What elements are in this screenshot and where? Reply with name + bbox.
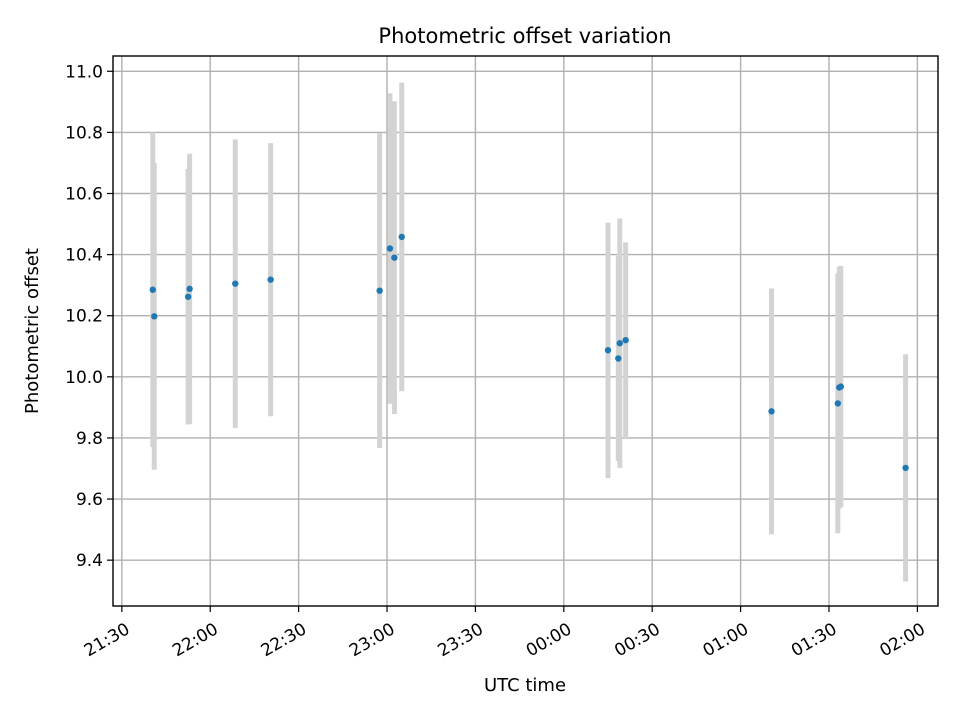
x-tick-label: 00:00	[523, 619, 575, 661]
data-point	[151, 313, 158, 320]
data-point	[186, 285, 193, 293]
data-point	[615, 355, 622, 362]
y-tick-label: 9.8	[76, 429, 103, 449]
x-tick-label: 01:30	[788, 619, 840, 661]
data-point	[837, 383, 844, 390]
chart-title: Photometric offset variation	[378, 24, 671, 48]
y-tick-label: 10.2	[65, 307, 103, 327]
y-axis-ticks: 9.4 9.6 9.8 10.0 10.2 10.4 10.6 10.8 11.0	[65, 62, 113, 571]
y-axis-label: Photometric offset	[22, 248, 43, 414]
x-tick-label: 22:00	[169, 619, 221, 661]
y-tick-label: 10.8	[65, 123, 103, 143]
data-point	[834, 400, 842, 407]
y-tick-label: 10.6	[65, 185, 103, 205]
x-tick-label: 02:00	[876, 619, 928, 661]
y-tick-label: 9.6	[76, 490, 103, 510]
data-point	[398, 233, 405, 241]
data-point	[391, 254, 398, 261]
x-tick-label: 00:30	[611, 619, 663, 661]
x-tick-label: 22:30	[258, 619, 310, 661]
y-tick-label: 10.0	[65, 368, 103, 388]
x-axis-label: UTC time	[484, 675, 566, 696]
data-points	[149, 233, 909, 472]
y-tick-label: 11.0	[65, 62, 103, 82]
x-tick-label: 21:30	[81, 619, 133, 661]
data-point	[768, 408, 775, 415]
data-point	[149, 286, 156, 293]
x-tick-label: 23:00	[346, 619, 398, 661]
data-point	[616, 340, 623, 347]
data-point	[622, 336, 629, 344]
x-tick-label: 23:30	[434, 619, 486, 661]
grid-lines	[113, 56, 938, 606]
data-point	[376, 287, 383, 294]
data-point	[232, 280, 239, 287]
x-tick-label: 01:00	[700, 619, 752, 661]
y-tick-label: 9.4	[76, 551, 103, 571]
data-point	[902, 464, 909, 472]
data-point	[267, 276, 274, 283]
error-bars	[150, 82, 909, 582]
data-point	[386, 245, 394, 252]
x-axis-ticks: 21:30 22:00 22:30 23:00 23:30 00:00 00:30 01:00…	[81, 606, 929, 661]
y-tick-label: 10.4	[65, 246, 103, 266]
data-point	[604, 347, 612, 354]
plot-frame	[112, 55, 939, 607]
data-point	[184, 293, 192, 300]
